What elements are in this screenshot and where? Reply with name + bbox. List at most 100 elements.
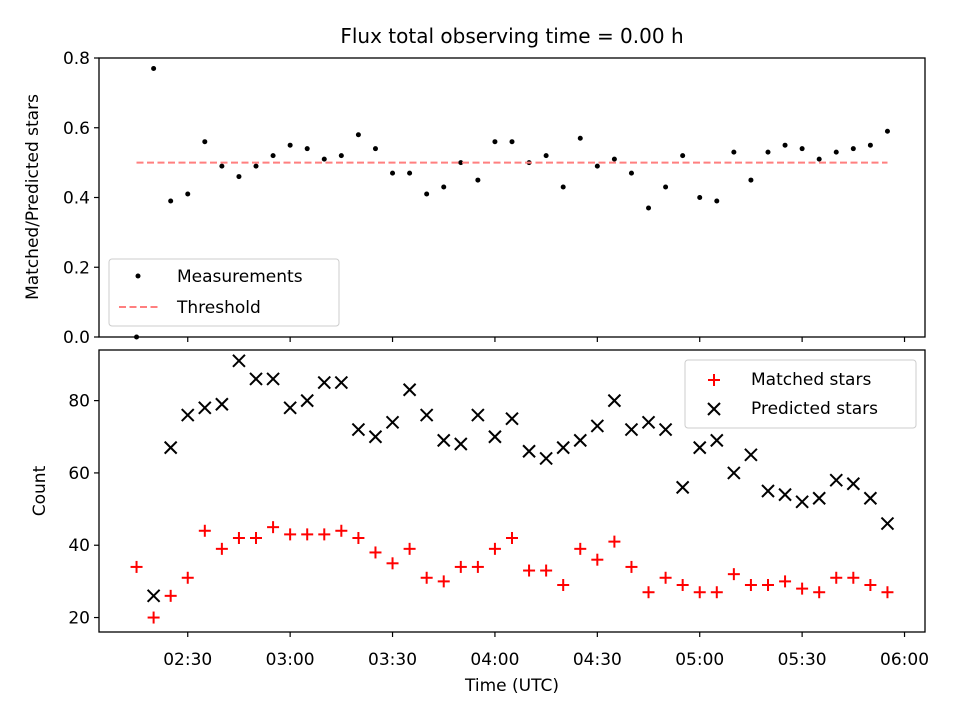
x-tick-label: 04:00 — [470, 650, 519, 670]
ratio-panel-y-label: Matched/Predicted stars — [23, 94, 43, 300]
count-panel-legend: Matched stars Predicted stars — [684, 359, 917, 429]
measurement-point — [236, 174, 242, 180]
matched-stars-point — [693, 586, 706, 599]
y-tick-label: 60 — [68, 464, 90, 484]
y-tick-label: 40 — [68, 536, 90, 556]
measurement-point — [355, 132, 361, 138]
predicted-stars-point — [351, 422, 366, 437]
legend-threshold-label: Threshold — [176, 298, 261, 318]
measurement-point — [782, 142, 788, 148]
predicted-stars-point — [658, 422, 673, 437]
predicted-stars-point — [471, 408, 485, 422]
matched-stars-point — [710, 586, 723, 599]
predicted-stars-point — [778, 487, 792, 502]
matched-stars-point — [744, 579, 757, 591]
x-tick-label: 06:00 — [880, 650, 929, 670]
matched-stars-point — [284, 528, 297, 541]
measurement-point — [202, 139, 208, 145]
matched-stars-point — [847, 571, 860, 584]
measurement-point — [697, 195, 703, 200]
measurement-point — [833, 149, 839, 155]
predicted-stars-point — [198, 401, 212, 415]
predicted-stars-point — [334, 375, 349, 390]
measurement-point — [424, 191, 430, 197]
matched-stars-point — [796, 582, 809, 595]
y-tick-label: 20 — [68, 609, 90, 629]
predicted-stars-point — [437, 433, 451, 448]
measurement-point — [867, 142, 873, 148]
chart-title: Flux total observing time = 0.00 h — [340, 24, 683, 48]
count-panel-x-label: Time (UTC) — [464, 676, 559, 696]
predicted-stars-point — [283, 401, 297, 415]
matched-stars-point — [761, 579, 774, 591]
measurement-point — [748, 177, 754, 183]
legend-matched-label: Matched stars — [751, 370, 871, 390]
measurement-point — [731, 149, 737, 155]
matched-stars-point — [864, 579, 877, 591]
predicted-stars-point — [675, 480, 690, 495]
predicted-stars-point — [368, 430, 383, 444]
matched-stars-point — [181, 571, 194, 584]
measurement-point — [714, 198, 720, 204]
matched-stars-point — [437, 575, 450, 588]
measurement-point — [458, 160, 464, 166]
measurement-point — [441, 184, 447, 190]
predicted-stars-point — [505, 411, 519, 426]
measurement-point — [509, 139, 515, 145]
measurement-point — [219, 163, 225, 169]
predicted-stars-point — [573, 433, 587, 448]
measurement-point — [850, 146, 856, 152]
predicted-stars-point — [744, 448, 758, 462]
measurement-point — [338, 153, 344, 159]
matched-stars-point — [403, 542, 416, 555]
predicted-stars-point — [641, 415, 656, 430]
matched-stars-point — [488, 542, 501, 555]
predicted-stars-point — [402, 383, 417, 397]
matched-stars-point — [727, 568, 740, 581]
matched-stars-point — [625, 560, 638, 573]
measurement-point — [407, 170, 413, 176]
predicted-stars-point — [419, 408, 434, 422]
count-panel-y-label: Count — [30, 465, 50, 516]
legend-predicted-marker — [707, 402, 721, 416]
predicted-stars-point — [556, 440, 570, 455]
predicted-stars-point — [488, 430, 502, 444]
matched-stars-point — [352, 532, 365, 544]
matched-stars-point — [215, 542, 228, 555]
matched-stars-point — [813, 586, 826, 599]
measurement-point — [253, 163, 259, 169]
matched-stars-point — [369, 546, 382, 559]
predicted-stars-point — [727, 466, 741, 480]
predicted-stars-point — [317, 375, 331, 390]
measurement-point — [287, 142, 293, 148]
measurement-point — [168, 198, 174, 204]
measurement-point — [372, 146, 378, 152]
measurement-point — [543, 153, 549, 159]
matched-stars-point — [557, 579, 570, 591]
measurement-point — [577, 135, 583, 141]
count-panel-frame — [98, 349, 926, 633]
matched-stars-point — [471, 560, 484, 573]
matched-stars-point — [147, 611, 160, 624]
predicted-stars-point — [181, 408, 195, 422]
matched-stars-point — [130, 560, 143, 573]
predicted-stars-point — [624, 422, 639, 437]
count-panel-x-ticks: 02:30 03:00 03:30 04:00 04:30 05:00 05:30 06:00 — [163, 632, 929, 670]
measurement-point — [646, 205, 652, 211]
predicted-stars-point — [232, 354, 246, 368]
y-tick-label: 0.6 — [63, 119, 90, 139]
predicted-stars-point — [812, 491, 826, 505]
ratio-panel-legend: Measurements Threshold — [108, 258, 340, 327]
predicted-stars-point — [693, 440, 707, 455]
matched-stars-point — [250, 532, 263, 544]
predicted-stars-point — [590, 419, 605, 433]
x-tick-label: 05:00 — [675, 650, 724, 670]
matched-stars-point — [318, 528, 331, 541]
predicted-stars-point — [880, 516, 895, 531]
matched-stars-point — [386, 557, 399, 570]
matched-stars-point — [779, 575, 792, 588]
matched-stars-point — [659, 571, 672, 584]
measurement-point — [680, 153, 686, 159]
predicted-stars-point — [249, 372, 263, 386]
measurement-point — [799, 146, 805, 152]
